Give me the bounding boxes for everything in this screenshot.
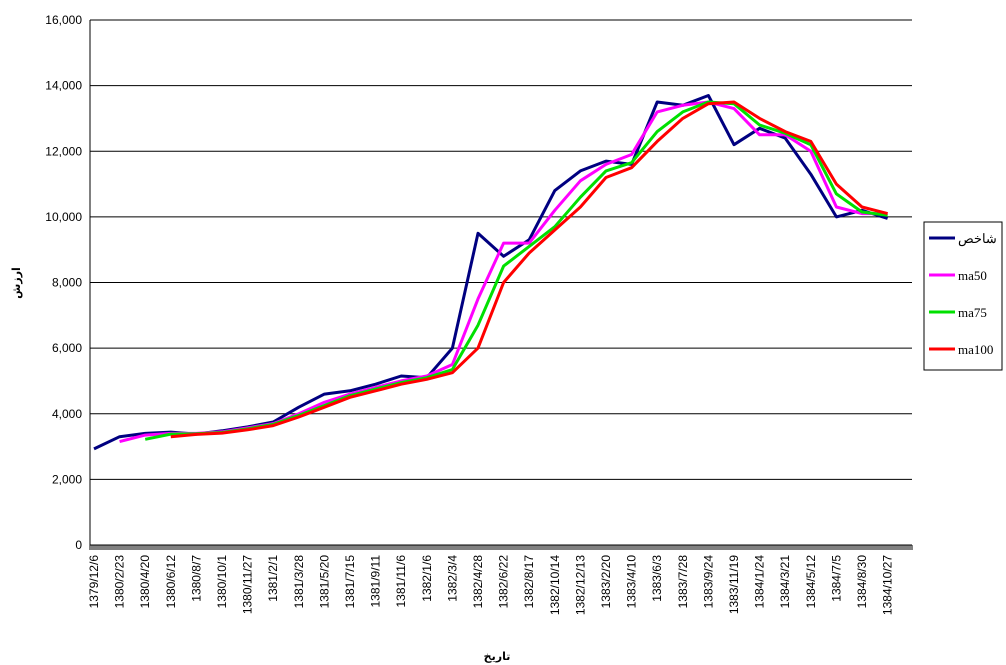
x-tick-label: 1383/9/24 [701,555,715,609]
x-tick-label: 1382/1/6 [420,555,434,602]
y-tick-label: 12,000 [45,144,82,158]
x-tick-label: 1384/8/30 [855,555,869,609]
x-tick-label: 1383/6/3 [650,555,664,602]
y-tick-label: 4,000 [52,407,82,421]
x-tick-label: 1382/3/4 [445,555,459,602]
y-axis-title: ارزش [10,267,23,299]
y-tick-label: 10,000 [45,210,82,224]
x-tick-label: 1380/8/7 [189,555,203,602]
x-tick-label: 1381/7/15 [343,555,357,609]
series-line-ma50 [119,100,888,444]
y-tick-labels: 0 2,000 4,000 6,000 8,000 10,000 12,000 14,000 1… [45,13,82,552]
series-line-ma75 [144,100,888,441]
y-tick-label: 8,000 [52,276,82,290]
x-tick-label: 1380/4/20 [138,555,152,609]
x-tick-label: 1384/3/21 [778,555,792,609]
legend-label: ma75 [958,305,987,320]
y-tick-label: 2,000 [52,472,82,486]
x-tick-label: 1380/10/1 [215,555,229,609]
x-tick-label: 1379/12/6 [87,555,101,609]
series-line-ma100 [170,100,888,439]
legend-label: ma50 [958,268,987,283]
legend-label: شاخص [958,231,997,247]
x-tick-label: 1382/6/22 [497,555,511,609]
x-tick-label: 1384/10/27 [881,555,895,615]
x-tick-label: 1381/3/28 [292,555,306,609]
legend-label: ma100 [958,342,993,357]
y-tick-label: 16,000 [45,13,82,27]
axes [89,20,913,550]
x-tick-labels: 1379/12/6 1380/2/23 1380/4/20 1380/6/12 1380… [87,555,895,615]
x-tick-label: 1384/1/24 [753,555,767,609]
x-tick-label: 1384/7/5 [829,555,843,602]
x-tick-label: 1382/10/14 [548,555,562,615]
x-tick-label: 1381/2/1 [266,555,280,602]
x-tick-label: 1381/9/11 [369,555,383,608]
x-tick-label: 1382/8/17 [522,555,536,609]
x-tick-label: 1383/11/19 [727,555,741,614]
legend: شاخص ma50 ma75 ma100 [923,221,1003,371]
y-tick-label: 6,000 [52,341,82,355]
x-tick-label: 1383/7/28 [676,555,690,609]
legend-box [923,221,1003,371]
x-tick-label: 1383/2/20 [599,555,613,609]
x-tick-label: 1380/6/12 [164,555,178,609]
x-tick-label: 1382/12/13 [573,555,587,615]
x-tick-label: 1380/2/23 [113,555,127,609]
gridlines [90,19,912,480]
x-tick-label: 1381/11/6 [394,555,408,608]
x-tick-label: 1383/4/10 [625,555,639,609]
x-tick-label: 1384/5/12 [804,555,818,609]
series-layer [93,94,889,451]
x-tick-label: 1382/4/28 [471,555,485,609]
y-tick-label: 0 [75,538,82,552]
x-tick-label: 1380/11/27 [241,555,255,614]
x-tick-label: 1381/5/20 [317,555,331,609]
x-axis-title: تاریخ [484,650,511,663]
y-tick-label: 14,000 [45,79,82,93]
